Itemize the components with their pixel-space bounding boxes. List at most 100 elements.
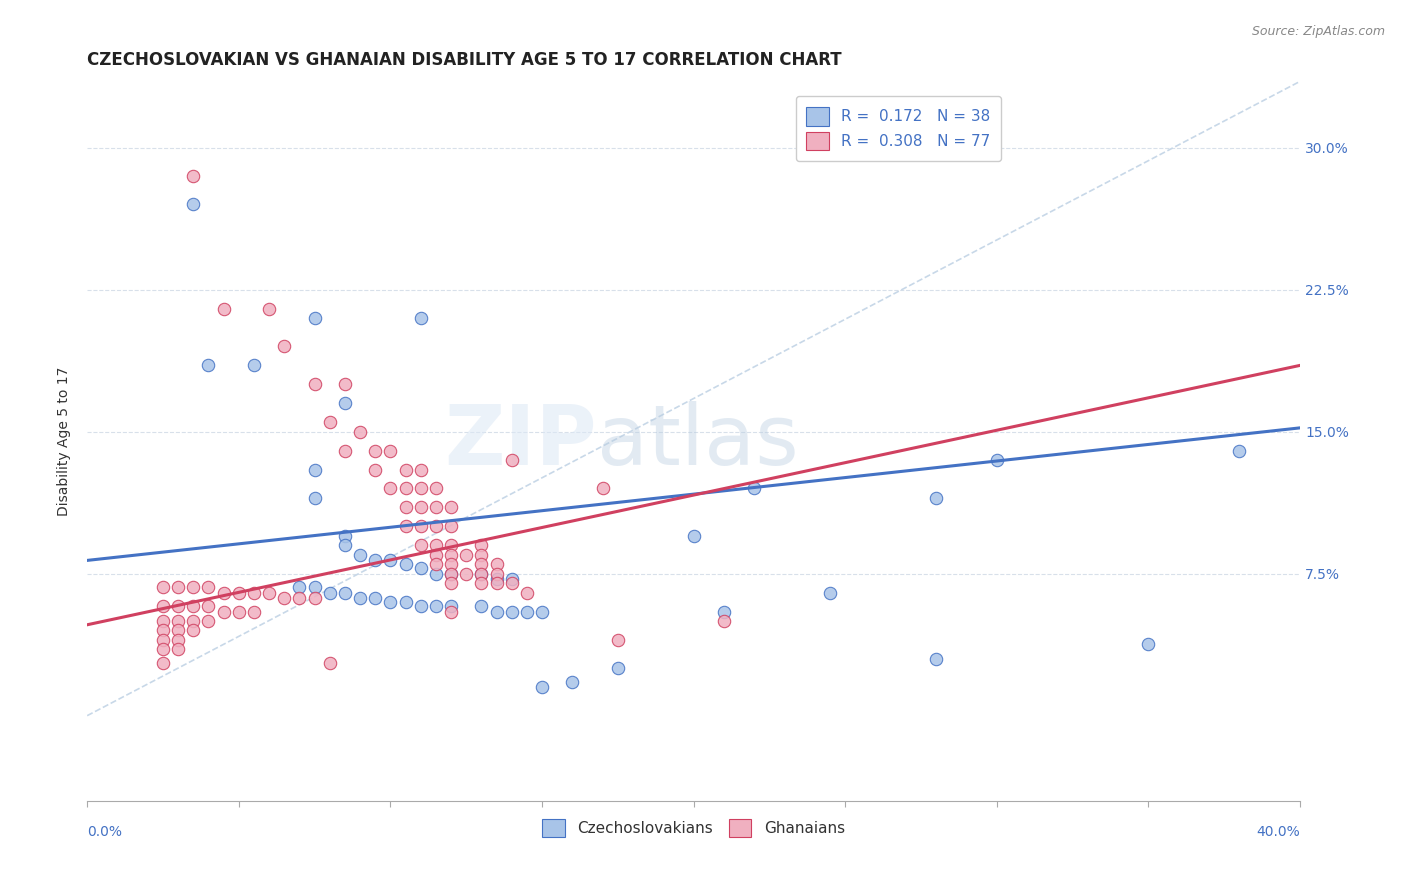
Text: CZECHOSLOVAKIAN VS GHANAIAN DISABILITY AGE 5 TO 17 CORRELATION CHART: CZECHOSLOVAKIAN VS GHANAIAN DISABILITY A… xyxy=(87,51,842,69)
Point xyxy=(470,548,492,562)
Point xyxy=(212,605,235,619)
Point xyxy=(349,548,371,562)
Point xyxy=(425,599,447,613)
Point xyxy=(470,576,492,591)
Point xyxy=(925,491,948,505)
Point xyxy=(288,591,311,606)
Point xyxy=(181,614,204,628)
Point xyxy=(501,605,523,619)
Point xyxy=(606,632,628,647)
Point xyxy=(425,558,447,572)
Point xyxy=(167,599,190,613)
Point xyxy=(470,566,492,581)
Point xyxy=(682,529,704,543)
Point xyxy=(380,553,402,567)
Point xyxy=(181,169,204,183)
Point xyxy=(181,580,204,594)
Point xyxy=(485,605,508,619)
Point xyxy=(319,415,342,429)
Point xyxy=(333,538,356,552)
Point xyxy=(364,443,387,458)
Point xyxy=(152,632,174,647)
Point xyxy=(592,482,614,496)
Point xyxy=(409,561,432,575)
Point xyxy=(485,558,508,572)
Point xyxy=(152,580,174,594)
Point xyxy=(470,599,492,613)
Point xyxy=(530,605,553,619)
Point xyxy=(1229,443,1251,458)
Point xyxy=(333,377,356,392)
Point xyxy=(380,595,402,609)
Point xyxy=(273,339,295,353)
Point xyxy=(304,377,326,392)
Point xyxy=(167,632,190,647)
Point xyxy=(425,538,447,552)
Point xyxy=(181,624,204,638)
Point xyxy=(440,500,463,515)
Point xyxy=(606,661,628,675)
Point xyxy=(197,359,219,373)
Text: 0.0%: 0.0% xyxy=(87,825,122,839)
Point xyxy=(1137,637,1160,651)
Point xyxy=(304,591,326,606)
Point xyxy=(470,566,492,581)
Point xyxy=(152,642,174,657)
Point xyxy=(485,576,508,591)
Point xyxy=(425,500,447,515)
Point xyxy=(440,558,463,572)
Point xyxy=(485,566,508,581)
Point xyxy=(394,558,416,572)
Point xyxy=(713,605,735,619)
Text: ZIP: ZIP xyxy=(444,401,596,482)
Point xyxy=(456,566,478,581)
Point xyxy=(440,538,463,552)
Point xyxy=(304,580,326,594)
Point xyxy=(333,585,356,599)
Point xyxy=(380,482,402,496)
Point xyxy=(409,311,432,326)
Point xyxy=(197,580,219,594)
Point xyxy=(394,519,416,533)
Point xyxy=(167,642,190,657)
Point xyxy=(333,396,356,410)
Point xyxy=(273,591,295,606)
Point xyxy=(440,605,463,619)
Point xyxy=(440,566,463,581)
Point xyxy=(501,576,523,591)
Point xyxy=(713,614,735,628)
Point xyxy=(440,548,463,562)
Point xyxy=(349,591,371,606)
Point xyxy=(516,585,538,599)
Point xyxy=(197,614,219,628)
Point xyxy=(319,656,342,670)
Point xyxy=(470,558,492,572)
Point xyxy=(516,605,538,619)
Point xyxy=(228,585,250,599)
Point xyxy=(349,425,371,439)
Point xyxy=(986,453,1008,467)
Point xyxy=(485,572,508,586)
Point xyxy=(304,311,326,326)
Point xyxy=(818,585,841,599)
Point xyxy=(243,585,266,599)
Point xyxy=(501,453,523,467)
Point xyxy=(409,599,432,613)
Point xyxy=(394,500,416,515)
Point xyxy=(167,624,190,638)
Point xyxy=(152,656,174,670)
Point xyxy=(409,538,432,552)
Point xyxy=(333,529,356,543)
Point xyxy=(742,482,765,496)
Point xyxy=(333,443,356,458)
Point xyxy=(364,553,387,567)
Point xyxy=(152,614,174,628)
Point xyxy=(288,580,311,594)
Text: 40.0%: 40.0% xyxy=(1257,825,1301,839)
Point xyxy=(212,585,235,599)
Point xyxy=(409,519,432,533)
Point xyxy=(152,624,174,638)
Y-axis label: Disability Age 5 to 17: Disability Age 5 to 17 xyxy=(58,367,72,516)
Point xyxy=(440,519,463,533)
Point xyxy=(257,585,280,599)
